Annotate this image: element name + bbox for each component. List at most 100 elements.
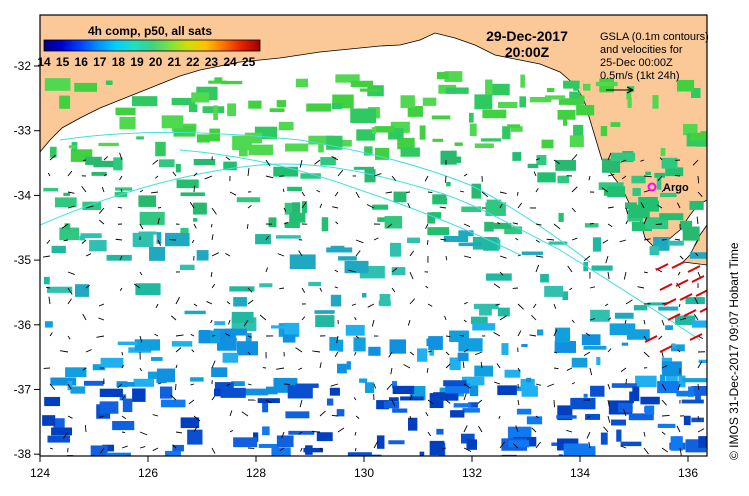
velocity-arrow	[553, 303, 557, 309]
velocity-arrow	[283, 207, 287, 212]
sst-patch	[362, 292, 367, 298]
strong-velocity-arrow	[691, 275, 705, 283]
velocity-arrow	[425, 223, 429, 229]
sst-patch	[548, 241, 568, 245]
velocity-arrow	[336, 335, 339, 344]
velocity-arrow	[283, 222, 289, 225]
velocity-arrow	[133, 283, 141, 289]
velocity-arrow	[588, 175, 591, 181]
sst-patch	[208, 80, 227, 84]
sst-patch	[682, 378, 707, 383]
velocity-arrow	[463, 301, 468, 305]
velocity-arrow	[571, 186, 578, 193]
sst-patch	[331, 103, 342, 110]
velocity-arrow	[694, 297, 699, 305]
sst-patch	[53, 418, 65, 432]
sst-patch	[300, 173, 321, 179]
sst-patch	[433, 392, 459, 401]
sst-patch	[122, 382, 135, 387]
velocity-arrow	[46, 286, 51, 289]
velocity-arrow	[85, 284, 90, 289]
sst-patch	[74, 284, 90, 297]
sst-patch	[63, 192, 71, 196]
sst-patch	[51, 245, 66, 254]
sst-patch	[633, 305, 648, 311]
sst-patch	[502, 126, 511, 140]
velocity-arrow	[101, 186, 105, 193]
sst-patch	[688, 386, 694, 397]
velocity-arrow	[620, 159, 627, 163]
velocity-arrow	[210, 319, 213, 324]
sst-patch	[259, 283, 273, 288]
sst-patch	[336, 363, 347, 374]
sst-patch	[607, 186, 626, 198]
sst-patch	[44, 321, 53, 328]
velocity-arrow	[330, 383, 339, 387]
sst-patch	[631, 221, 653, 232]
colorbar-tick-label: 22	[186, 55, 200, 69]
velocity-arrow	[61, 223, 69, 229]
velocity-arrow	[298, 431, 303, 435]
sst-patch	[284, 322, 300, 335]
velocity-arrow	[152, 447, 159, 452]
velocity-arrow	[661, 189, 665, 193]
velocity-arrow	[535, 239, 540, 243]
sst-patch	[486, 199, 502, 212]
sst-patch	[583, 83, 591, 91]
sst-patch	[384, 216, 403, 229]
velocity-arrow	[494, 381, 501, 385]
velocity-arrow	[495, 303, 501, 306]
velocity-arrow	[367, 303, 375, 308]
sst-patch	[546, 88, 555, 93]
sst-patch	[458, 230, 474, 237]
velocity-arrow	[121, 395, 125, 401]
velocity-arrow	[409, 250, 414, 257]
velocity-arrow	[154, 333, 159, 337]
sst-patch	[231, 381, 245, 387]
sst-patch	[678, 375, 686, 388]
sst-patch	[400, 396, 424, 401]
velocity-arrow	[331, 414, 339, 417]
sst-patch	[486, 83, 510, 96]
velocity-arrow	[175, 296, 180, 305]
map-frame	[39, 14, 708, 457]
velocity-arrow	[661, 351, 664, 358]
velocity-arrow	[589, 222, 594, 225]
velocity-arrow	[463, 393, 467, 401]
velocity-arrow	[589, 367, 593, 376]
sst-patch	[454, 142, 463, 146]
sst-patch	[276, 435, 294, 447]
velocity-arrow	[46, 239, 51, 245]
velocity-arrow	[229, 430, 234, 433]
sst-patch	[193, 158, 216, 166]
sst-patch	[102, 444, 115, 452]
sst-patch	[356, 129, 375, 141]
velocity-arrow	[282, 188, 285, 193]
sst-patch	[285, 143, 309, 152]
velocity-arrow	[496, 363, 501, 369]
velocity-arrow	[84, 425, 87, 433]
velocity-arrow	[694, 314, 699, 321]
sst-patch	[471, 183, 482, 199]
sst-patch	[563, 443, 589, 456]
velocity-arrow	[532, 303, 537, 309]
sst-patch	[165, 232, 190, 247]
sst-patch	[176, 179, 199, 189]
velocity-arrow	[193, 303, 198, 307]
velocity-arrow	[121, 415, 127, 420]
sst-patch	[419, 451, 425, 456]
sst-patch	[558, 454, 563, 456]
sst-patch	[638, 196, 658, 205]
velocity-arrow	[546, 238, 555, 241]
velocity-arrow	[334, 286, 339, 289]
sst-patch	[614, 312, 634, 319]
velocity-arrow	[279, 447, 285, 452]
velocity-arrow	[625, 207, 629, 215]
sst-patch	[122, 398, 133, 413]
sst-patch	[658, 306, 679, 311]
velocity-arrow	[463, 319, 467, 323]
sst-patch	[44, 78, 71, 91]
sst-patch	[635, 375, 657, 388]
sst-patch	[431, 212, 442, 219]
sst-patch	[645, 171, 651, 176]
